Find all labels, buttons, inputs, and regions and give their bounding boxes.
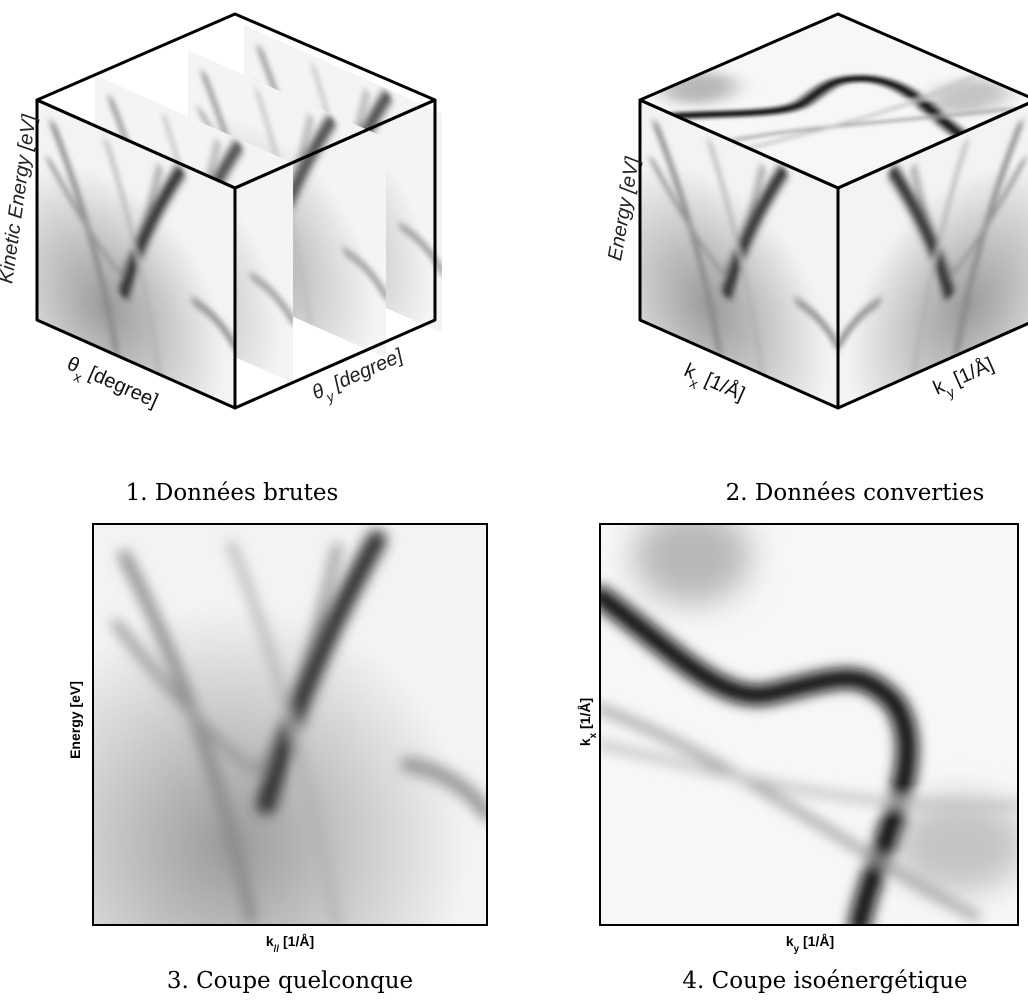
axis-label: kx [1/Å] <box>577 698 599 746</box>
caption: 2. Données converties <box>726 480 985 506</box>
panel-converted-cube <box>632 9 1028 408</box>
axis-label: ky [1/Å] <box>786 933 834 955</box>
axis-label: k// [1/Å] <box>266 933 314 955</box>
label-part: [1/Å] <box>283 933 314 949</box>
label-part: [1/Å] <box>950 353 997 391</box>
label-part: [1/Å] <box>701 368 748 406</box>
label-part: k <box>266 933 274 949</box>
label-part: k <box>786 933 794 949</box>
panel-raw-cube <box>37 12 442 408</box>
label-part: x <box>588 732 599 738</box>
axis-label: Kinetic Energy [eV] <box>0 113 41 285</box>
label-part: [1/Å] <box>577 698 593 729</box>
panel-cut <box>93 524 487 925</box>
axis-label: Energy [eV] <box>67 681 83 759</box>
caption: 1. Données brutes <box>126 480 339 506</box>
label-part: [degree] <box>329 345 406 396</box>
caption: 4. Coupe isoénergétique <box>682 968 967 994</box>
label-part: k <box>577 738 593 746</box>
label-part: y <box>794 944 800 955</box>
axis-label: kx [1/Å] <box>678 359 748 411</box>
label-part: // <box>274 944 280 955</box>
panel-isoenergy <box>600 508 1026 925</box>
axis-label: Energy [eV] <box>604 155 644 262</box>
caption: 3. Coupe quelconque <box>167 968 413 994</box>
label-part: [1/Å] <box>803 933 834 949</box>
